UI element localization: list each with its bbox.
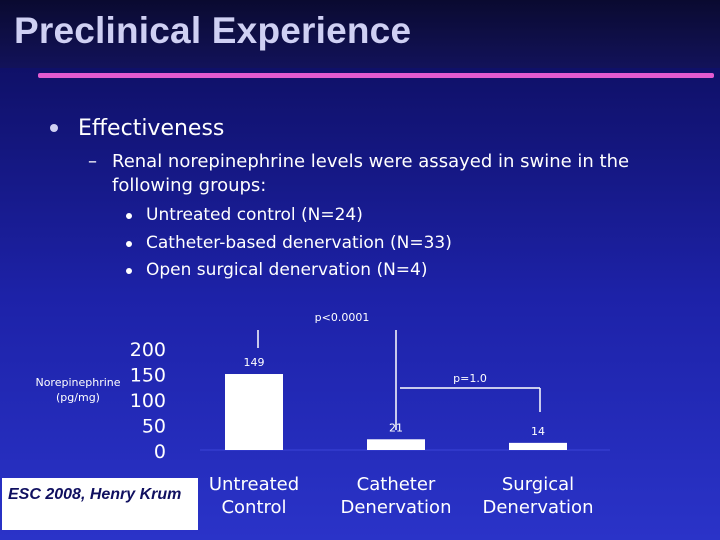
bar-value-label: 149 xyxy=(244,356,265,369)
y-tick-label: 200 xyxy=(130,339,166,361)
bullet-dot-icon xyxy=(126,268,132,274)
chart-svg: Norepinephrine (pg/mg) 200 150 100 50 0 149 Untr… xyxy=(35,311,610,518)
y-axis-label: (pg/mg) xyxy=(56,391,100,404)
p-value-annotation: p<0.0001 xyxy=(315,311,370,324)
slide-title: Preclinical Experience xyxy=(14,10,412,51)
y-tick-label: 150 xyxy=(130,365,166,387)
citation-text: ESC 2008, Henry Krum xyxy=(8,486,182,503)
y-axis-label: Norepinephrine xyxy=(35,376,120,389)
citation-box: ESC 2008, Henry Krum xyxy=(2,478,198,530)
x-tick-label: Untreated xyxy=(209,474,299,495)
sub-bullet-text: Renal norepinephrine levels were assayed… xyxy=(112,151,630,196)
y-tick-label: 50 xyxy=(142,416,166,438)
bar xyxy=(509,442,567,450)
bar-value-label: 14 xyxy=(531,425,545,438)
dash-icon: – xyxy=(88,151,97,172)
title-underline xyxy=(38,73,714,78)
x-tick-label: Denervation xyxy=(483,497,594,518)
y-tick-label: 100 xyxy=(130,390,166,412)
bullet-dot-icon xyxy=(126,241,132,247)
bar xyxy=(225,374,283,450)
bullet-dot-icon xyxy=(126,213,132,219)
group-text: Untreated control (N=24) xyxy=(146,205,363,225)
x-tick-label: Denervation xyxy=(341,497,452,518)
p-value-annotation: p=1.0 xyxy=(453,372,487,385)
group-text: Catheter-based denervation (N=33) xyxy=(146,233,452,253)
title-bar xyxy=(0,0,720,68)
bar xyxy=(367,439,425,450)
bullet-dot-icon xyxy=(50,124,58,132)
group-text: Open surgical denervation (N=4) xyxy=(146,260,428,280)
x-tick-label: Surgical xyxy=(502,474,574,495)
x-tick-label: Catheter xyxy=(357,474,436,495)
x-tick-label: Control xyxy=(221,497,286,518)
bullet-text: Effectiveness xyxy=(78,116,225,141)
norepinephrine-bar-chart: Norepinephrine (pg/mg) 200 150 100 50 0 149 Untr… xyxy=(0,300,720,540)
y-tick-label: 0 xyxy=(154,441,166,463)
